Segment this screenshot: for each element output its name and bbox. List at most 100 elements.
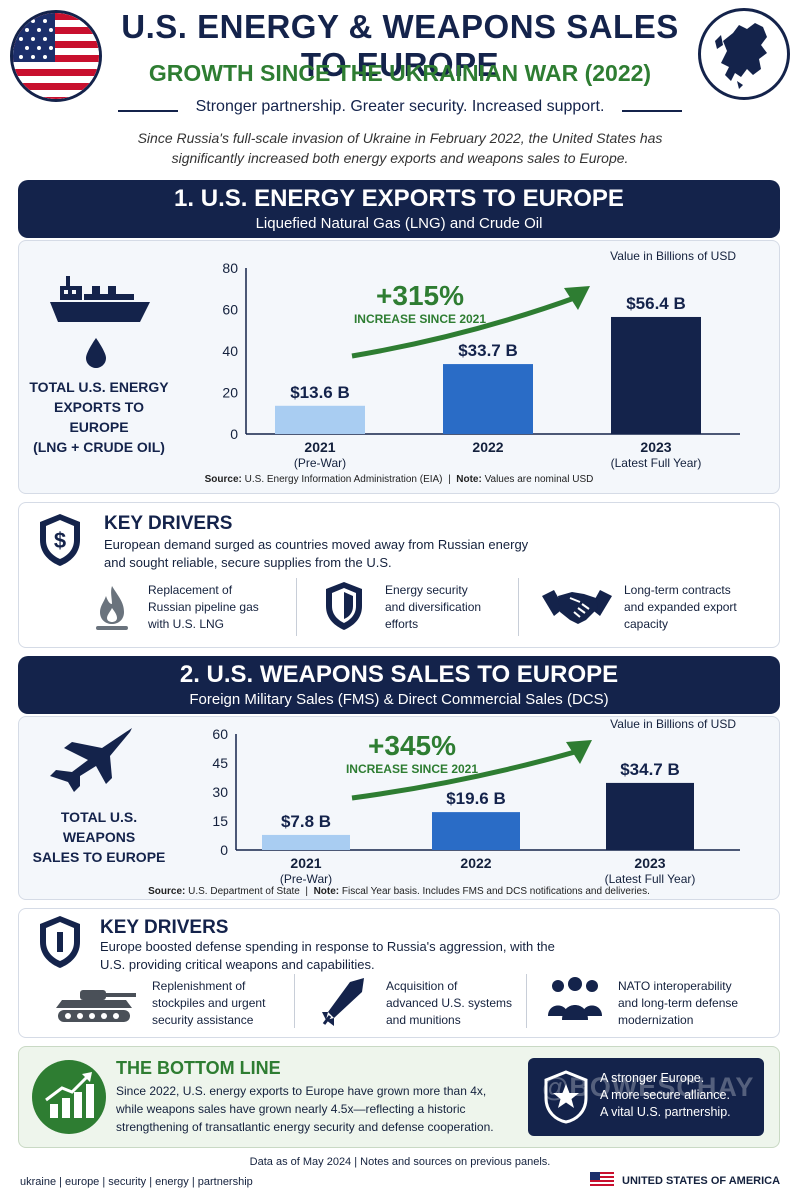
weapons-driver-2-line-2: advanced U.S. systems: [386, 996, 513, 1010]
weapons-key-drivers-title: KEY DRIVERS: [100, 917, 229, 938]
tagline: Stronger partnership. Greater security. …: [195, 98, 605, 115]
weapons-chart-category-2022: 2022: [460, 855, 491, 871]
weapons-chart-y-tick-2: 30: [212, 784, 228, 800]
bottom-line-line-3: strengthening of transatlantic energy se…: [116, 1120, 494, 1134]
energy-key-drivers-title: KEY DRIVERS: [104, 513, 233, 534]
weapons-driver-divider-2: [526, 974, 527, 1028]
europe-map-icon: [698, 8, 790, 100]
svg-text:$: $: [54, 528, 66, 553]
us-flag-icon: [10, 10, 102, 102]
weapons-chart-value-label-2021: $7.8 B: [281, 812, 331, 831]
energy-chart-bar-2023: [611, 316, 701, 434]
energy-chart-bar-2021: [275, 405, 365, 434]
weapons-chart-growth-arrowhead: [566, 740, 592, 764]
energy-chart-category-2023: 2023: [640, 439, 671, 455]
weapons-driver-1: Replenishment of stockpiles and urgent s…: [152, 978, 265, 1029]
bottom-line-title: THE BOTTOM LINE: [116, 1058, 281, 1078]
energy-driver-2-line-2: and diversification: [385, 600, 482, 614]
energy-driver-2: Energy security and diversification effo…: [385, 582, 481, 633]
weapons-chart-y-tick-3: 45: [212, 755, 228, 771]
footer-tags: ukraine | europe | security | energy | p…: [20, 1176, 253, 1188]
weapons-label-line-2: SALES TO EUROPE: [32, 849, 166, 865]
energy-key-drivers-panel: [18, 502, 780, 648]
energy-chart-category-sub-2021: (Pre-War): [294, 456, 346, 470]
weapons-driver-1-line-3: security assistance: [152, 1013, 254, 1027]
energy-growth-value: +315%: [376, 280, 464, 311]
alliance-line-3: A vital U.S. partnership.: [600, 1105, 731, 1119]
weapons-section-header: 2. U.S. WEAPONS SALES TO EUROPE Foreign …: [18, 656, 780, 714]
energy-chart-unit-note: Value in Billions of USD: [610, 249, 736, 263]
star-shield-icon: [542, 1070, 590, 1129]
weapons-driver-1-line-1: Replenishment of: [152, 979, 246, 993]
shield-dollar-icon: $: [36, 512, 84, 573]
bottom-line-line-1: Since 2022, U.S. energy exports to Europ…: [116, 1084, 487, 1098]
gas-flame-icon: [92, 584, 132, 637]
weapons-chart-category-2023: 2023: [634, 855, 665, 871]
energy-subheading: Liquefied Natural Gas (LNG) and Crude Oi…: [255, 215, 543, 232]
energy-bar-chart: Value in Billions of USD 0 20 40 60 80 $13.6 B…: [222, 249, 740, 470]
tagline-rule-right: [622, 110, 682, 112]
bottom-line-text: Since 2022, U.S. energy exports to Europ…: [116, 1082, 516, 1136]
energy-chart-y-tick-2: 40: [222, 343, 238, 359]
weapons-driver-1-line-2: stockpiles and urgent: [152, 996, 266, 1010]
weapons-chart-bar-2022: [432, 812, 520, 850]
handshake-icon: [540, 584, 614, 633]
weapons-driver-2: Acquisition of advanced U.S. systems and…: [386, 978, 512, 1029]
energy-source: Source: U.S. Energy Information Administ…: [204, 474, 594, 485]
energy-chart-bar-2022: [443, 364, 533, 434]
energy-driver-3-line-3: capacity: [624, 617, 669, 631]
alliance-text: A stronger Europe. A more secure allianc…: [600, 1070, 731, 1121]
people-group-icon: [546, 976, 604, 1027]
intro-text: Since Russia's full-scale invasion of Uk…: [60, 128, 740, 168]
energy-total-label: TOTAL U.S. ENERGY EXPORTS TO EUROPE (LNG…: [24, 377, 174, 457]
weapons-chart-category-2021: 2021: [290, 855, 321, 871]
weapons-driver-3: NATO interoperability and long-term defe…: [618, 978, 738, 1029]
weapons-chart-y-tick-1: 15: [212, 813, 228, 829]
alliance-summary-box: A stronger Europe. A more secure allianc…: [528, 1058, 764, 1136]
tank-icon: [54, 984, 138, 1029]
energy-driver-2-line-3: efforts: [385, 617, 419, 631]
weapons-note-label: Note:: [313, 886, 340, 897]
missile-icon: [320, 976, 368, 1033]
weapons-chart-bar-2021: [262, 834, 350, 850]
energy-chart-value-label-2022: $33.7 B: [458, 341, 518, 360]
weapons-driver-3-line-1: NATO interoperability: [618, 979, 732, 993]
energy-source-text: U.S. Energy Information Administration (…: [244, 474, 443, 485]
weapons-driver-2-line-3: and munitions: [386, 1013, 461, 1027]
weapons-growth-note: INCREASE SINCE 2021: [345, 762, 479, 776]
weapons-key-drivers-text: Europe boosted defense spending in respo…: [100, 938, 700, 974]
energy-chart-category-sub-2023: (Latest Full Year): [611, 456, 702, 470]
weapons-driver-divider-1: [294, 974, 295, 1028]
page-subtitle: GROWTH SINCE THE UKRAINIAN WAR (2022): [148, 60, 652, 86]
energy-label-line-2: EXPORTS TO EUROPE: [54, 399, 144, 435]
weapons-key-drivers-panel: [18, 908, 780, 1038]
footer-note: Data as of May 2024 | Notes and sources …: [249, 1156, 551, 1168]
energy-chart-y-tick-1: 20: [222, 385, 238, 401]
energy-key-drivers-text: European demand surged as countries move…: [104, 536, 664, 572]
weapons-note-text: Fiscal Year basis. Includes FMS and DCS …: [341, 886, 650, 897]
tagline-rule-left: [118, 110, 178, 112]
shield-icon: [322, 580, 366, 637]
weapons-total-label: TOTAL U.S. WEAPONS SALES TO EUROPE: [24, 807, 174, 867]
weapons-chart-y-tick-4: 60: [212, 726, 228, 742]
energy-chart-growth-arrowhead: [564, 286, 590, 310]
energy-note-text: Values are nominal USD: [484, 474, 594, 485]
energy-driver-1-line-3: with U.S. LNG: [148, 617, 225, 631]
energy-driver-1-line-1: Replacement of: [148, 583, 233, 597]
energy-chart-y-tick-4: 80: [222, 260, 238, 276]
energy-heading: 1. U.S. ENERGY EXPORTS TO EUROPE: [174, 185, 624, 212]
weapons-source: Source: U.S. Department of State | Note:…: [148, 886, 650, 897]
weapons-source-text: U.S. Department of State: [188, 886, 300, 897]
weapons-kd-line-1: Europe boosted defense spending in respo…: [100, 939, 555, 954]
weapons-chart-y-tick-0: 0: [220, 842, 228, 858]
energy-driver-divider-2: [518, 578, 519, 636]
weapons-chart-category-sub-2021: (Pre-War): [280, 872, 332, 886]
energy-chart-category-2022: 2022: [472, 439, 503, 455]
energy-driver-3-line-2: and expanded export: [624, 600, 737, 614]
energy-kd-line-2: and sought reliable, secure supplies fro…: [104, 555, 392, 570]
weapons-heading: 2. U.S. WEAPONS SALES TO EUROPE: [179, 661, 619, 688]
intro-line-1: Since Russia's full-scale invasion of Uk…: [137, 130, 663, 146]
weapons-bar-chart: Value in Billions of USD 0 15 30 45 60 $7.8 B 2…: [212, 717, 740, 886]
weapons-chart-category-sub-2023: (Latest Full Year): [605, 872, 696, 886]
energy-chart-value-label-2021: $13.6 B: [290, 383, 350, 402]
